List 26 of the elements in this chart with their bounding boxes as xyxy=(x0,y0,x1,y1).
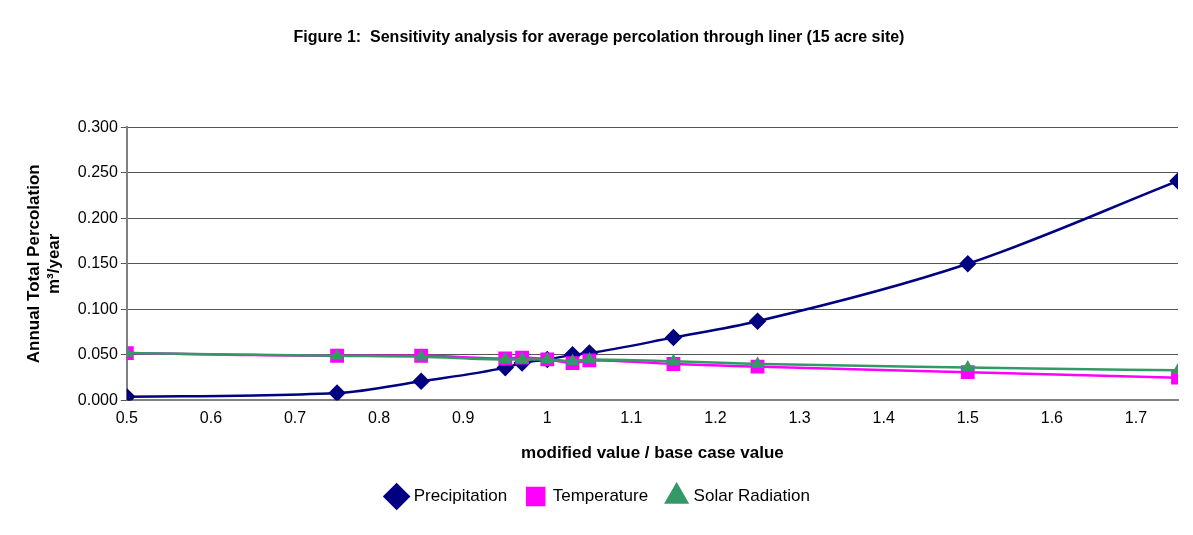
x-tick-label: 0.5 xyxy=(115,409,139,427)
chart-title: Figure 1: Sensitivity analysis for average percolation through liner (15 acre site) xyxy=(293,28,905,46)
x-tick-label: 1.7 xyxy=(1124,409,1148,427)
x-tick-label: 0.9 xyxy=(452,409,475,427)
x-tick-label: 0.6 xyxy=(199,409,223,427)
y-tick-label: 0.150 xyxy=(77,254,118,272)
legend-label: Solar Radiation xyxy=(693,486,810,506)
y-tick-label: 0.250 xyxy=(77,163,118,181)
y-tick-label: 0.050 xyxy=(77,345,118,363)
y-axis-title: Annual Total Percolation m³/year xyxy=(23,164,64,364)
x-tick-label: 1 xyxy=(542,409,552,427)
x-tick-label: 1.2 xyxy=(704,409,727,427)
x-tick-label: 0.8 xyxy=(367,409,391,427)
x-tick-label: 1.4 xyxy=(872,409,895,427)
legend-label: Temperature xyxy=(552,486,649,506)
y-tick-label: 0.200 xyxy=(77,208,118,226)
y-tick-label: 0.100 xyxy=(77,299,118,317)
x-tick-label: 0.7 xyxy=(283,409,307,427)
x-axis-title: modified value / base case value xyxy=(521,443,784,463)
y-tick-label: 0.000 xyxy=(77,390,118,408)
x-tick-label: 1.6 xyxy=(1040,409,1064,427)
x-tick-label: 1.5 xyxy=(956,409,979,427)
y-tick-label: 0.300 xyxy=(77,117,118,135)
legend-label: Precipitation xyxy=(413,486,508,506)
x-tick-label: 1.3 xyxy=(788,409,811,427)
x-tick-label: 1.1 xyxy=(620,409,643,427)
